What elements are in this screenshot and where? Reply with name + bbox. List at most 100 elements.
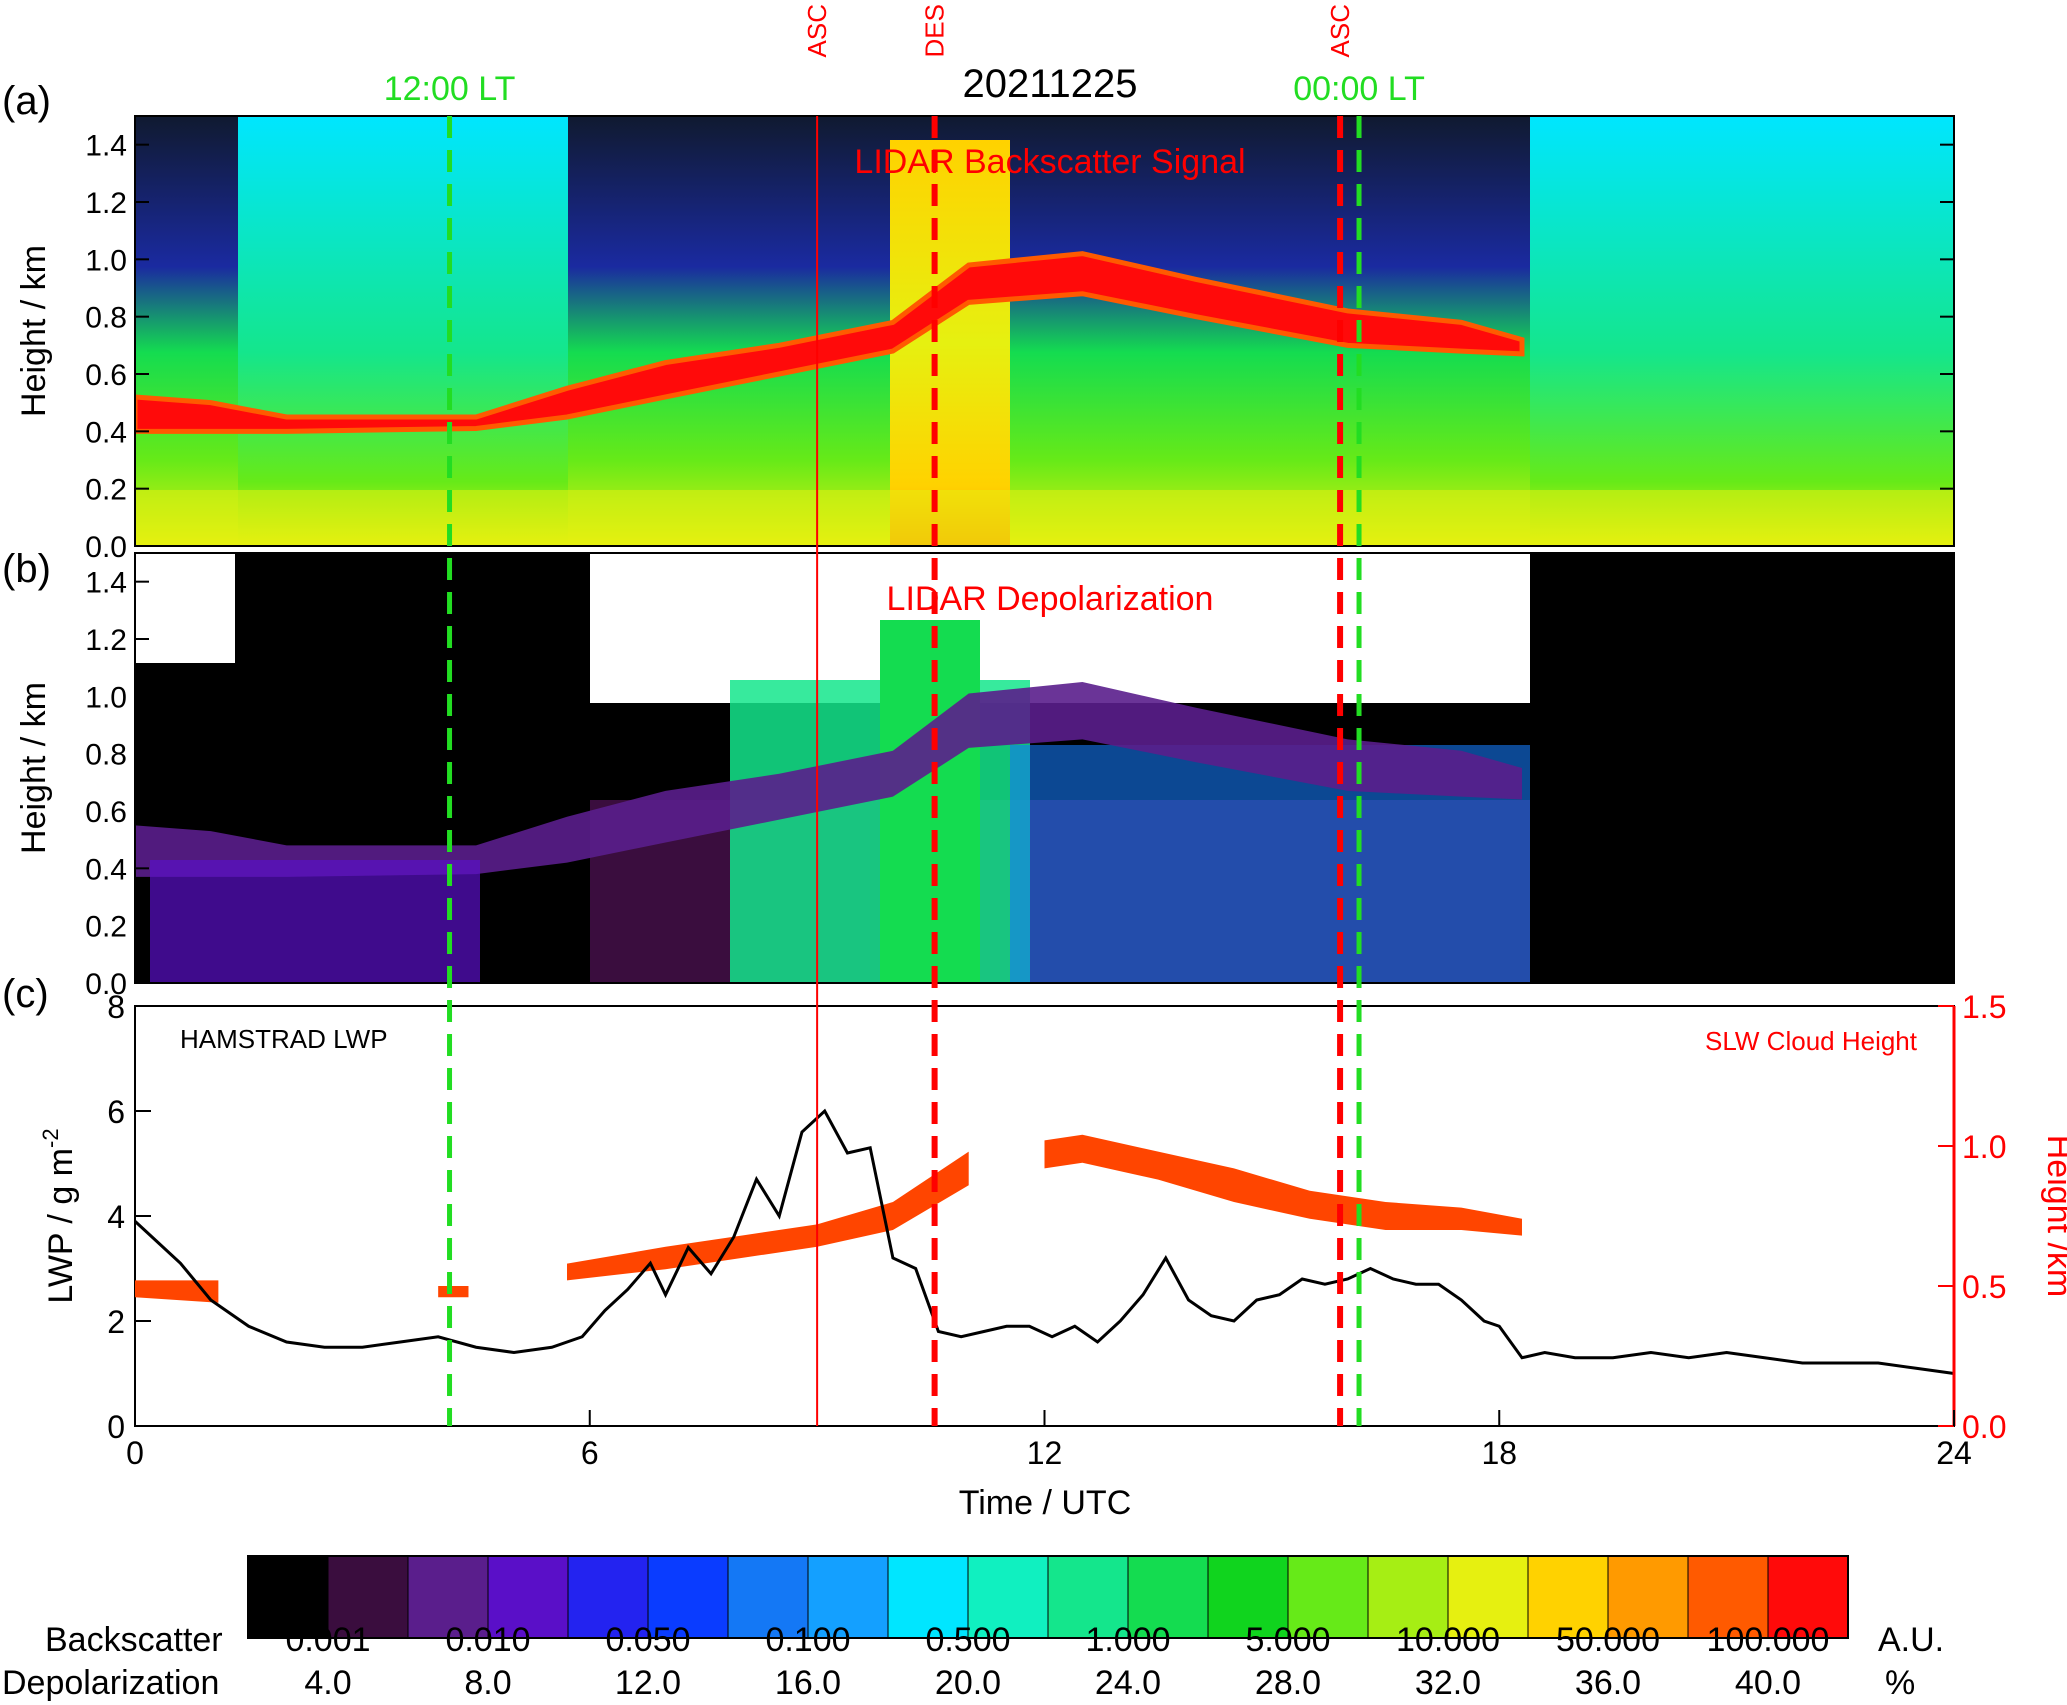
colorbar-cell xyxy=(567,1555,649,1639)
panel-a-yaxis: 0.0 0.2 0.4 0.6 0.8 1.0 1.2 1.4 xyxy=(85,130,1954,564)
depolarization-clear-sky-1 xyxy=(590,553,1530,703)
colorbar-cell xyxy=(1687,1555,1769,1639)
colorbar-cell xyxy=(327,1555,409,1639)
colorbar-depolarization-tick: 28.0 xyxy=(1255,1664,1321,1702)
panel-b-ytick-label: 0.2 xyxy=(85,911,127,944)
panel-a-ytick-label: 1.4 xyxy=(85,130,127,163)
sonde-event-marker-label: ASC xyxy=(802,4,832,57)
local-time-marker-label: 00:00 LT xyxy=(1293,70,1425,108)
slw-legend-label: SLW Cloud Height xyxy=(1705,1026,1918,1056)
backscatter-heatmap xyxy=(135,116,1954,546)
panel-label-b: (b) xyxy=(2,547,51,591)
colorbar-backscatter-tick: 0.010 xyxy=(445,1621,530,1659)
backscatter-clear-segment-1 xyxy=(238,116,568,546)
colorbar-cell xyxy=(1127,1555,1209,1639)
colorbar-depolarization-label: Depolarization xyxy=(2,1664,219,1702)
panel-a-ytick-label: 0.2 xyxy=(85,474,127,507)
colorbar-cell xyxy=(1767,1555,1849,1639)
colorbar-backscatter-tick: 100.000 xyxy=(1707,1621,1830,1659)
colorbar-backscatter-tick: 10.000 xyxy=(1396,1621,1500,1659)
panel-b-frame xyxy=(134,552,1955,984)
panel-c-y2tick-label: 0.5 xyxy=(1962,1269,2006,1305)
panel-label-a: (a) xyxy=(2,79,51,123)
panel-a-ytick-label: 1.0 xyxy=(85,244,127,277)
colorbar-cell xyxy=(967,1555,1049,1639)
colorbar-depolarization-tick: 20.0 xyxy=(935,1664,1001,1702)
panel-b-ytick-label: 1.0 xyxy=(85,681,127,714)
panel-c: HAMSTRAD LWP SLW Cloud Height LWP / g m-… xyxy=(38,989,2067,1522)
panel-c-ytick-label: 4 xyxy=(107,1199,125,1235)
panel-a-ytick-label: 0.0 xyxy=(85,531,127,564)
lwp-legend-label: HAMSTRAD LWP xyxy=(180,1024,388,1054)
colorbar-backscatter-tick: 0.100 xyxy=(765,1621,850,1659)
depolarization-clear-sky-2 xyxy=(135,553,235,663)
colorbar-cell xyxy=(727,1555,809,1639)
depolarization-plume-core xyxy=(880,620,980,983)
colorbar-backscatter-label: Backscatter xyxy=(45,1621,223,1659)
panel-c-xtick-label: 24 xyxy=(1936,1435,1972,1471)
slw-cloud-band xyxy=(438,1286,469,1298)
panel-a-ylabel: Height / km xyxy=(15,245,53,417)
colorbar-depolarization-unit: % xyxy=(1885,1664,1915,1702)
sonde-event-marker-label: DES xyxy=(920,4,950,57)
panel-a-frame xyxy=(134,115,1955,547)
colorbar-depolarization-tick: 36.0 xyxy=(1575,1664,1641,1702)
panel-c-y2tick-label: 1.0 xyxy=(1962,1129,2006,1165)
colorbar-depolarization-tick: 40.0 xyxy=(1735,1664,1801,1702)
backscatter-clear-segment-2 xyxy=(1530,116,1954,546)
panel-c-y2axis: 0.0 0.5 1.0 1.5 xyxy=(1938,989,2006,1445)
colorbar-depolarization-tick: 12.0 xyxy=(615,1664,681,1702)
lwp-series-line xyxy=(133,1108,1955,1375)
panel-b-ytick-label: 0.0 xyxy=(85,968,127,1001)
panel-a-ytick-label: 0.4 xyxy=(85,416,127,449)
panel-c-ylabel-exponent: -2 xyxy=(38,1128,63,1148)
panel-a-title: LIDAR Backscatter Signal xyxy=(854,143,1245,181)
local-time-marker-label: 12:00 LT xyxy=(384,70,516,108)
colorbar-backscatter-tick: 0.500 xyxy=(925,1621,1010,1659)
panel-c-xaxis: 0 6 12 18 24 xyxy=(126,1410,1972,1471)
panel-a-ytick-label: 0.8 xyxy=(85,302,127,335)
colorbar-backscatter-tick: 50.000 xyxy=(1556,1621,1660,1659)
depolarization-heatmap xyxy=(135,553,1954,983)
panel-c-y2label: Height /km xyxy=(2040,1135,2067,1298)
slw-cloud-band xyxy=(1044,1134,1522,1236)
colorbar-depolarization-tick: 4.0 xyxy=(304,1664,351,1702)
panel-c-xtick-label: 12 xyxy=(1027,1435,1063,1471)
panel-a-ytick-label: 1.2 xyxy=(85,187,127,220)
colorbar: Backscatter Depolarization 0.001 0.010 0.0… xyxy=(2,1555,1944,1702)
panel-b: LIDAR Depolarization Height / km 0.00.20… xyxy=(15,552,1955,1001)
colorbar-backscatter-tick: 5.000 xyxy=(1245,1621,1330,1659)
panel-label-c: (c) xyxy=(2,972,49,1016)
slw-cloud-band xyxy=(567,1151,969,1281)
panel-c-frame xyxy=(134,1005,1955,1427)
colorbar-cells xyxy=(247,1555,1849,1639)
panel-c-xtick-label: 6 xyxy=(581,1435,599,1471)
panel-b-ytick-label: 0.6 xyxy=(85,796,127,829)
panel-c-ytick-label: 8 xyxy=(107,989,125,1025)
panel-b-ytick-label: 0.4 xyxy=(85,853,127,886)
panel-c-xtick-label: 0 xyxy=(126,1435,144,1471)
colorbar-depolarization-tick: 24.0 xyxy=(1095,1664,1161,1702)
panel-b-ytick-label: 0.8 xyxy=(85,739,127,772)
colorbar-cell xyxy=(1287,1555,1369,1639)
panel-b-ytick-label: 1.2 xyxy=(85,624,127,657)
colorbar-depolarization-tick: 16.0 xyxy=(775,1664,841,1702)
depolarization-cloud-edge xyxy=(135,682,1522,877)
colorbar-backscatter-tick: 0.050 xyxy=(605,1621,690,1659)
colorbar-backscatter-tick: 1.000 xyxy=(1085,1621,1170,1659)
panel-c-ytick-label: 2 xyxy=(107,1304,125,1340)
panel-b-ytick-label: 1.4 xyxy=(85,567,127,600)
panel-c-ytick-label: 6 xyxy=(107,1094,125,1130)
panel-a-ytick-label: 0.6 xyxy=(85,359,127,392)
panel-c-ylabel: LWP / g m-2 xyxy=(38,1128,80,1303)
colorbar-frame xyxy=(247,1555,1849,1639)
backscatter-cloud-layer xyxy=(135,251,1525,434)
colorbar-depolarization-tick: 8.0 xyxy=(464,1664,511,1702)
colorbar-cell xyxy=(1367,1555,1449,1639)
panel-c-yaxis: 0 2 4 6 8 xyxy=(107,989,151,1445)
panel-b-yaxis: 0.0 0.2 0.4 0.6 0.8 1.0 1.2 1.4 xyxy=(85,567,1954,1001)
panel-a: LIDAR Backscatter Signal Height / km 0.0… xyxy=(15,115,1955,564)
panel-b-title: LIDAR Depolarization xyxy=(887,580,1214,618)
depolarization-low-left xyxy=(150,860,480,983)
